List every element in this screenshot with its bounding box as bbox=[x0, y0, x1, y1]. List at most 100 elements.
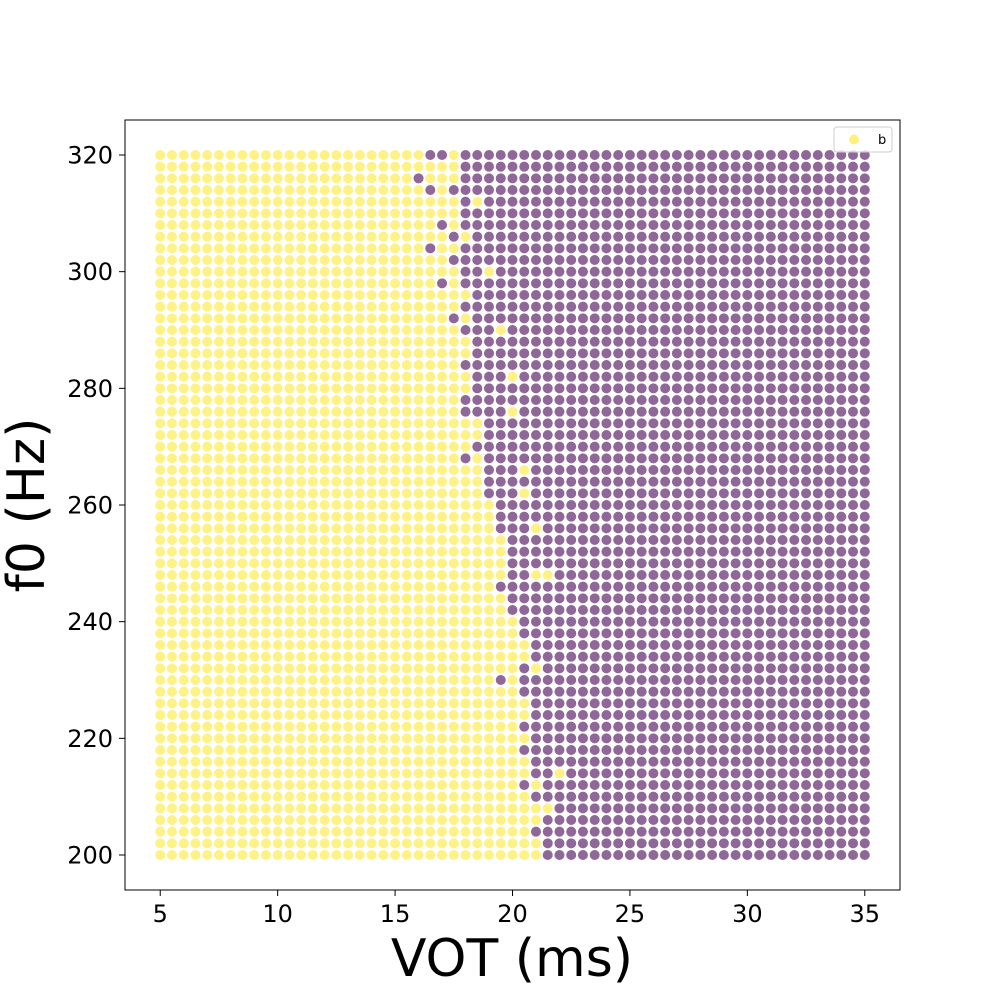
data-point-b bbox=[166, 768, 177, 779]
data-point-b bbox=[284, 651, 295, 662]
data-point-b bbox=[331, 838, 342, 849]
data-point-p bbox=[613, 430, 624, 440]
data-point-p bbox=[554, 850, 565, 860]
data-point-p bbox=[660, 733, 671, 744]
data-point-p bbox=[789, 360, 800, 370]
data-point-p bbox=[695, 196, 706, 207]
data-point-p bbox=[577, 266, 588, 277]
data-point-p bbox=[624, 220, 635, 230]
data-point-b bbox=[284, 336, 295, 347]
data-point-b bbox=[413, 406, 424, 417]
data-point-p bbox=[765, 360, 776, 370]
data-point-p bbox=[601, 535, 612, 545]
data-point-b bbox=[319, 150, 330, 160]
data-point-b bbox=[343, 616, 354, 627]
data-point-b bbox=[260, 441, 271, 452]
data-point-b bbox=[343, 628, 354, 639]
data-point-b bbox=[390, 745, 401, 755]
data-point-b bbox=[484, 593, 495, 604]
data-point-b bbox=[448, 161, 459, 172]
data-point-p bbox=[648, 663, 659, 674]
data-point-p bbox=[472, 290, 483, 300]
data-point-p bbox=[577, 546, 588, 557]
data-point-b bbox=[237, 663, 248, 674]
data-point-b bbox=[331, 301, 342, 312]
data-point-b bbox=[343, 815, 354, 825]
data-point-p bbox=[613, 850, 624, 860]
data-point-p bbox=[601, 161, 612, 172]
data-point-b bbox=[354, 290, 365, 300]
data-point-b bbox=[413, 523, 424, 534]
data-point-b bbox=[213, 721, 224, 732]
x-tick-label: 30 bbox=[732, 900, 763, 928]
data-point-p bbox=[707, 686, 718, 697]
data-point-b bbox=[178, 663, 189, 674]
data-point-p bbox=[530, 733, 541, 744]
data-point-p bbox=[765, 196, 776, 207]
data-point-b bbox=[401, 663, 412, 674]
data-point-b bbox=[366, 815, 377, 825]
data-point-b bbox=[484, 558, 495, 569]
data-point-b bbox=[390, 231, 401, 242]
data-point-p bbox=[577, 336, 588, 347]
data-point-p bbox=[718, 173, 729, 184]
data-point-b bbox=[260, 826, 271, 837]
data-point-p bbox=[660, 593, 671, 604]
data-point-b bbox=[401, 628, 412, 639]
data-point-p bbox=[530, 430, 541, 440]
data-point-b bbox=[390, 243, 401, 254]
data-point-p bbox=[577, 243, 588, 254]
data-point-p bbox=[742, 301, 753, 312]
data-point-b bbox=[190, 581, 201, 592]
data-point-p bbox=[824, 745, 835, 755]
data-point-p bbox=[624, 430, 635, 440]
data-point-p bbox=[754, 395, 765, 405]
data-point-p bbox=[683, 558, 694, 569]
data-point-b bbox=[472, 558, 483, 569]
data-point-p bbox=[519, 721, 530, 732]
data-point-p bbox=[660, 290, 671, 300]
data-point-p bbox=[742, 698, 753, 709]
data-point-p bbox=[859, 791, 870, 802]
data-point-p bbox=[824, 313, 835, 324]
data-point-b bbox=[249, 815, 260, 825]
data-point-p bbox=[624, 815, 635, 825]
data-point-p bbox=[765, 336, 776, 347]
data-point-p bbox=[542, 488, 553, 499]
data-point-p bbox=[789, 780, 800, 790]
data-point-p bbox=[730, 745, 741, 755]
data-point-b bbox=[472, 663, 483, 674]
data-point-p bbox=[707, 301, 718, 312]
data-point-p bbox=[859, 628, 870, 639]
data-point-p bbox=[789, 453, 800, 464]
data-point-p bbox=[812, 780, 823, 790]
data-point-b bbox=[448, 570, 459, 580]
data-point-b bbox=[284, 675, 295, 685]
data-point-b bbox=[343, 721, 354, 732]
data-point-p bbox=[789, 581, 800, 592]
data-point-b bbox=[425, 826, 436, 837]
data-point-p bbox=[530, 185, 541, 195]
data-point-b bbox=[307, 196, 318, 207]
data-point-p bbox=[484, 208, 495, 219]
data-point-p bbox=[542, 161, 553, 172]
data-point-p bbox=[765, 150, 776, 160]
data-point-b bbox=[166, 745, 177, 755]
data-point-p bbox=[648, 511, 659, 522]
data-point-p bbox=[542, 616, 553, 627]
data-point-b bbox=[425, 418, 436, 429]
data-point-p bbox=[566, 290, 577, 300]
data-point-b bbox=[507, 780, 518, 790]
data-point-p bbox=[589, 266, 600, 277]
data-point-b bbox=[366, 150, 377, 160]
data-point-b bbox=[213, 441, 224, 452]
data-point-p bbox=[460, 173, 471, 184]
data-point-p bbox=[777, 535, 788, 545]
data-point-b bbox=[307, 815, 318, 825]
data-point-b bbox=[448, 488, 459, 499]
data-point-p bbox=[789, 290, 800, 300]
data-point-p bbox=[636, 768, 647, 779]
data-point-b bbox=[296, 313, 307, 324]
data-point-b bbox=[202, 406, 213, 417]
data-point-b bbox=[507, 628, 518, 639]
